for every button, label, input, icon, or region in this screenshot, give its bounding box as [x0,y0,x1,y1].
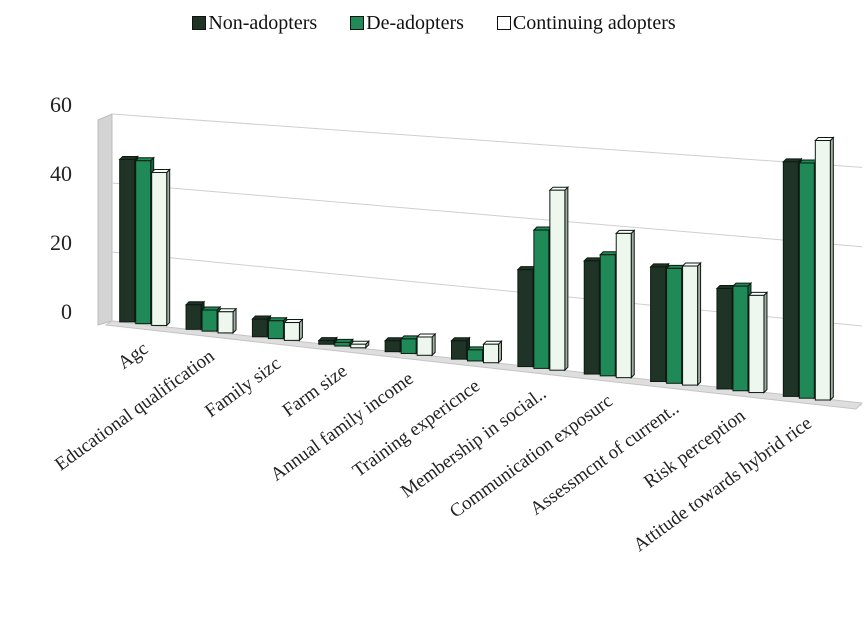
y-tick-label-40: 40 [50,161,72,186]
bar-educational-qualification-non-adopters[interactable] [185,304,202,330]
y-tick-label-60: 60 [50,92,72,117]
legend-swatch-non-adopters [192,16,207,30]
bar-educational-qualification-continuing-adopters[interactable] [217,311,234,334]
bar-family-sizc-continuing-adopters[interactable] [283,322,300,341]
bar-membership-in-social-de-adopters[interactable] [533,229,550,369]
bar-training-expericnce-continuing-adopters[interactable] [483,343,499,364]
bar-annual-family-income-non-adopters[interactable] [384,340,401,353]
bar-membership-in-social-non-adopters[interactable] [517,269,534,368]
bar-membership-in-social-continuing-adopters[interactable] [549,189,566,371]
x-tick-label-assessmcnt-of-current: Assessmcnt of current.. [526,398,683,520]
bar-annual-family-income-de-adopters[interactable] [400,338,417,354]
x-tick-label-training-expericnce: Training expericnce [349,376,484,482]
gridline-60 [111,113,863,168]
x-tick-label-agc: Agc [114,338,152,374]
bar-risk-perception-de-adopters[interactable] [732,285,749,392]
bar-communication-exposurc-continuing-adopters[interactable] [615,232,632,379]
gridline-40 [111,182,863,248]
legend-label-continuing-adopters: Continuing adopters [512,12,676,34]
y-tick-label-0: 0 [61,299,72,324]
bar-risk-perception-non-adopters[interactable] [716,287,733,390]
chart-floor [104,320,864,410]
bar-agc-de-adopters[interactable] [135,160,152,325]
bar-annual-family-income-continuing-adopters[interactable] [416,336,433,356]
bar-assessmcnt-of-current-non-adopters[interactable] [650,266,667,382]
bar-family-sizc-non-adopters[interactable] [251,318,268,338]
bar-communication-exposurc-non-adopters[interactable] [583,260,600,375]
bar-agc-continuing-adopters[interactable] [151,171,168,326]
x-tick-label-farm-size: Farm size [279,361,352,422]
bar-training-expericnce-non-adopters[interactable] [451,340,467,360]
bar-family-sizc-de-adopters[interactable] [267,320,284,340]
legend-swatch-de-adopters [350,16,365,30]
legend-item-de-adopters[interactable]: De-adopters [350,12,464,35]
x-tick-label-annual-family-income: Annual family income [267,368,418,485]
legend-item-non-adopters[interactable]: Non-adopters [192,12,317,35]
bar-attitude-towards-hybrid-rice-continuing-adopters[interactable] [814,140,831,401]
bar-training-expericnce-de-adopters[interactable] [467,349,483,362]
bar-communication-exposurc-de-adopters[interactable] [599,254,616,377]
legend-label-non-adopters: Non-adopters [208,12,318,34]
bar-assessmcnt-of-current-de-adopters[interactable] [666,267,683,384]
bar-agc-non-adopters[interactable] [119,158,136,323]
bar-educational-qualification-de-adopters[interactable] [201,309,218,332]
chart-legend: Non-adopters De-adopters Continuing adop… [0,12,868,35]
bar-farm-size-de-adopters[interactable] [334,341,351,347]
bar-attitude-towards-hybrid-rice-non-adopters[interactable] [782,161,799,397]
legend-label-de-adopters: De-adopters [366,12,464,34]
bar-assessmcnt-of-current-continuing-adopters[interactable] [682,265,699,386]
bar-farm-size-continuing-adopters[interactable] [350,343,367,349]
y-tick-label-20: 20 [50,230,72,255]
legend-swatch-continuing-adopters [496,16,511,30]
bar-attitude-towards-hybrid-rice-de-adopters[interactable] [798,162,815,399]
legend-item-continuing-adopters[interactable]: Continuing adopters [496,12,676,35]
bar-farm-size-non-adopters[interactable] [318,340,335,345]
bar-risk-perception-continuing-adopters[interactable] [748,294,765,394]
chart-side-wall [97,113,113,326]
